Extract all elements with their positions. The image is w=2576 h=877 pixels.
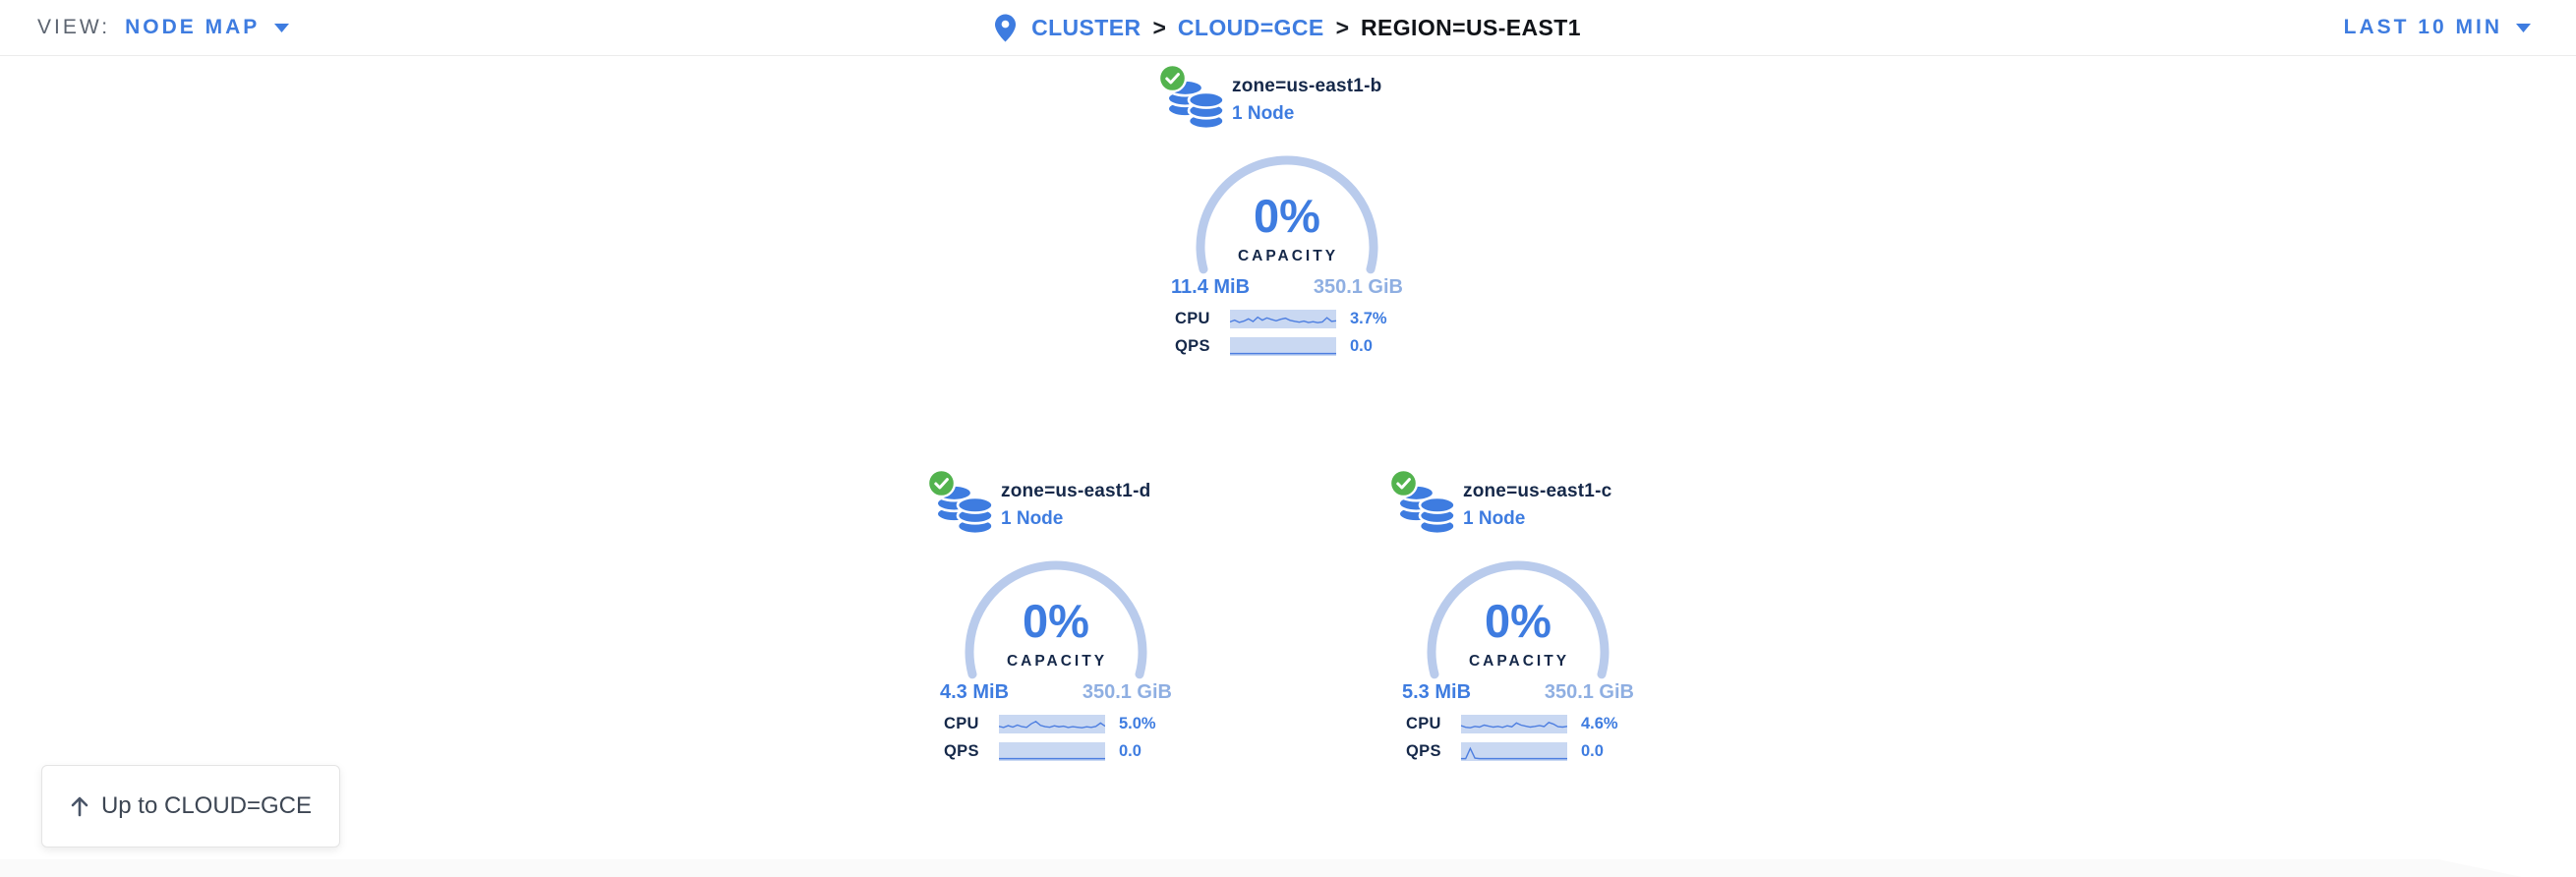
qps-sparkline (999, 741, 1105, 761)
qps-row: QPS 0.0 (1163, 336, 1411, 356)
qps-value: 0.0 (1119, 741, 1142, 760)
zone-title-block: zone=us-east1-c 1 Node (1463, 481, 1611, 530)
caret-down-icon[interactable] (2516, 23, 2531, 32)
zone-name: zone=us-east1-c (1463, 481, 1612, 501)
zone-icon-wrap (1388, 468, 1459, 553)
zone-icon-wrap (1157, 63, 1228, 147)
zone-node-count: 1 Node (1463, 508, 1526, 529)
cpu-row: CPU 5.0% (932, 714, 1180, 733)
capacity-values-row: 11.4 MiB 350.1 GiB (1163, 276, 1411, 299)
breadcrumb-cluster[interactable]: CLUSTER (1031, 14, 1142, 40)
capacity-values-row: 5.3 MiB 350.1 GiB (1394, 681, 1642, 704)
capacity-gauge: 0% CAPACITY (965, 560, 1147, 679)
cpu-value: 5.0% (1119, 714, 1156, 732)
zone-card[interactable]: zone=us-east1-b 1 Node 0% CAPACITY 11.4 … (1157, 63, 1411, 356)
qps-label: QPS (1406, 741, 1441, 760)
map-pin-icon (995, 14, 1017, 41)
capacity-percent: 0% (1485, 595, 1551, 647)
time-range-selector[interactable]: LAST 10 MIN (2344, 0, 2531, 55)
zone-title-block: zone=us-east1-d 1 Node (1001, 481, 1150, 530)
zone-card[interactable]: zone=us-east1-c 1 Node 0% CAPACITY 5.3 M… (1388, 468, 1642, 761)
capacity-gauge: 0% CAPACITY (1427, 560, 1610, 679)
cpu-label: CPU (1406, 714, 1441, 732)
zone-name: zone=us-east1-b (1232, 76, 1382, 96)
qps-row: QPS 0.0 (932, 741, 1180, 761)
cpu-label: CPU (1175, 309, 1210, 327)
capacity-total: 350.1 GiB (1082, 681, 1172, 703)
qps-sparkline (1461, 741, 1567, 761)
cpu-sparkline (999, 714, 1105, 733)
qps-label: QPS (944, 741, 979, 760)
qps-row: QPS 0.0 (1394, 741, 1642, 761)
qps-label: QPS (1175, 336, 1210, 355)
db-stack-icon (1166, 79, 1225, 131)
capacity-label: CAPACITY (1238, 248, 1338, 264)
zone-title-block: zone=us-east1-b 1 Node (1232, 76, 1381, 125)
breadcrumb-cloud[interactable]: CLOUD=GCE (1177, 14, 1324, 40)
view-label: VIEW: (37, 16, 111, 38)
cpu-value: 3.7% (1350, 309, 1387, 327)
capacity-used: 4.3 MiB (940, 681, 1010, 703)
zone-node-count: 1 Node (1001, 508, 1064, 529)
view-selector[interactable]: VIEW: NODE MAP (37, 0, 290, 55)
up-to-parent-button[interactable]: Up to CLOUD=GCE (41, 765, 340, 848)
map-stage-edge (0, 859, 2522, 877)
breadcrumb-separator: > (1152, 14, 1166, 40)
qps-value: 0.0 (1350, 336, 1373, 355)
health-check-icon (926, 468, 957, 498)
cpu-sparkline (1230, 309, 1336, 328)
cpu-value: 4.6% (1581, 714, 1618, 732)
up-arrow-icon (71, 796, 88, 817)
zone-card[interactable]: zone=us-east1-d 1 Node 0% CAPACITY 4.3 M… (926, 468, 1180, 761)
view-value[interactable]: NODE MAP (125, 16, 261, 38)
capacity-label: CAPACITY (1469, 653, 1569, 670)
health-check-icon (1388, 468, 1419, 498)
breadcrumb-region-current: REGION=US-EAST1 (1361, 14, 1581, 40)
capacity-percent: 0% (1254, 190, 1320, 242)
capacity-used: 5.3 MiB (1402, 681, 1472, 703)
zone-card-header: zone=us-east1-d 1 Node (926, 468, 1180, 555)
health-check-icon (1157, 63, 1188, 93)
zone-card-header: zone=us-east1-c 1 Node (1388, 468, 1642, 555)
top-toolbar: VIEW: NODE MAP CLUSTER > CLOUD=GCE > REG… (0, 0, 2576, 56)
cpu-row: CPU 3.7% (1163, 309, 1411, 328)
time-range-value[interactable]: LAST 10 MIN (2343, 16, 2502, 38)
breadcrumb: CLUSTER > CLOUD=GCE > REGION=US-EAST1 (0, 0, 2576, 55)
capacity-label: CAPACITY (1007, 653, 1107, 670)
qps-value: 0.0 (1581, 741, 1604, 760)
capacity-total: 350.1 GiB (1313, 276, 1403, 298)
cpu-sparkline (1461, 714, 1567, 733)
zone-node-count: 1 Node (1232, 103, 1295, 124)
capacity-percent: 0% (1023, 595, 1089, 647)
capacity-used: 11.4 MiB (1171, 276, 1251, 298)
zone-name: zone=us-east1-d (1001, 481, 1151, 501)
capacity-gauge: 0% CAPACITY (1196, 155, 1378, 274)
cpu-row: CPU 4.6% (1394, 714, 1642, 733)
cpu-label: CPU (944, 714, 979, 732)
qps-sparkline (1230, 336, 1336, 356)
capacity-total: 350.1 GiB (1544, 681, 1634, 703)
zone-icon-wrap (926, 468, 997, 553)
breadcrumb-separator: > (1335, 14, 1350, 40)
up-button-label: Up to CLOUD=GCE (100, 792, 313, 819)
zone-card-header: zone=us-east1-b 1 Node (1157, 63, 1411, 149)
capacity-values-row: 4.3 MiB 350.1 GiB (932, 681, 1180, 704)
caret-down-icon[interactable] (274, 23, 290, 32)
